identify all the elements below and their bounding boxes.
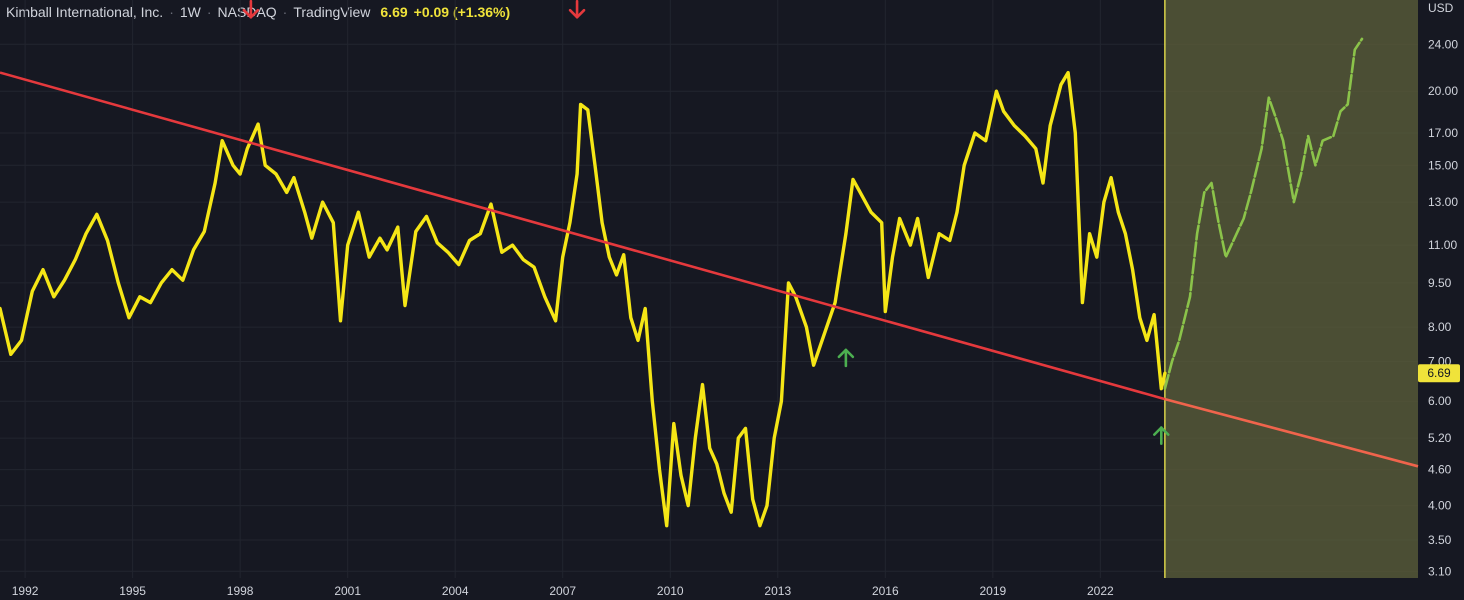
arrow-head — [837, 348, 855, 359]
price-tick-label: 15.00 — [1428, 158, 1458, 172]
price-tick-label: 9.50 — [1428, 276, 1452, 290]
time-axis[interactable]: 1992 1995 1998 2001 2004 2007 2010 2013 2016 2019… — [12, 584, 1114, 598]
time-tick-label: 2007 — [549, 584, 576, 598]
arrow-up-icon — [837, 348, 855, 368]
header-separator: · — [282, 4, 288, 20]
arrow-down-icon — [242, 0, 260, 19]
arrow-up-icon — [1152, 426, 1170, 445]
series-layer — [0, 37, 1364, 528]
time-tick-label: 2010 — [657, 584, 684, 598]
time-tick-label: 2001 — [334, 584, 361, 598]
arrow-head — [568, 8, 586, 19]
chart-header: Kimball International, Inc. · 1W · NASDA… — [6, 3, 510, 21]
current-price-tag: 6.69 — [1418, 364, 1460, 383]
price-tick-label: 3.50 — [1428, 533, 1452, 547]
arrow-head — [1152, 426, 1170, 436]
header-separator: · — [169, 4, 174, 20]
highlight-zone — [1164, 0, 1418, 578]
price-tick-label: 6.00 — [1428, 394, 1452, 408]
currency-label: USD — [1428, 1, 1454, 15]
price-tag-background — [1418, 364, 1460, 383]
source-label: TradingView — [293, 4, 371, 20]
time-tick-label: 2004 — [442, 584, 469, 598]
price-tick-label: 4.60 — [1428, 463, 1452, 477]
time-tick-label: 1995 — [119, 584, 146, 598]
interval-label[interactable]: 1W — [179, 4, 201, 20]
time-tick-label: 2016 — [872, 584, 899, 598]
header-separator: · — [206, 4, 212, 20]
price-change: +0.09 (+1.36%) — [413, 4, 511, 20]
symbol-name[interactable]: Kimball International, Inc. — [6, 4, 164, 20]
arrow-down-icon — [568, 0, 586, 19]
price-tick-label: 4.00 — [1428, 499, 1452, 513]
time-tick-label: 2013 — [764, 584, 791, 598]
price-tag-label: 6.69 — [1427, 366, 1451, 380]
marker-layer — [242, 0, 1170, 445]
price-tick-label: 5.20 — [1428, 431, 1452, 445]
trendline-extension — [1164, 397, 1419, 468]
time-tick-label: 2019 — [979, 584, 1006, 598]
price-tick-label: 20.00 — [1428, 84, 1458, 98]
arrow-head — [242, 8, 260, 19]
time-tick-label: 2022 — [1087, 584, 1114, 598]
resistance-trendline — [0, 71, 1166, 401]
time-tick-label: 1998 — [227, 584, 254, 598]
price-axis[interactable]: USD 24.00 20.00 17.00 15.00 13.00 11.00 9.50 8.… — [1428, 1, 1458, 578]
forecast-series-line — [1163, 37, 1364, 390]
price-tick-label: 24.00 — [1428, 37, 1458, 51]
price-tick-label: 13.00 — [1428, 195, 1458, 209]
trendline-layer — [0, 71, 1419, 468]
price-tick-label: 8.00 — [1428, 320, 1452, 334]
last-price: 6.69 — [380, 4, 408, 20]
price-series-line — [0, 70, 1167, 528]
price-tick-label: 17.00 — [1428, 126, 1458, 140]
time-tick-label: 1992 — [12, 584, 39, 598]
price-tick-label: 3.10 — [1428, 564, 1452, 578]
price-tick-label: 11.00 — [1428, 238, 1457, 252]
